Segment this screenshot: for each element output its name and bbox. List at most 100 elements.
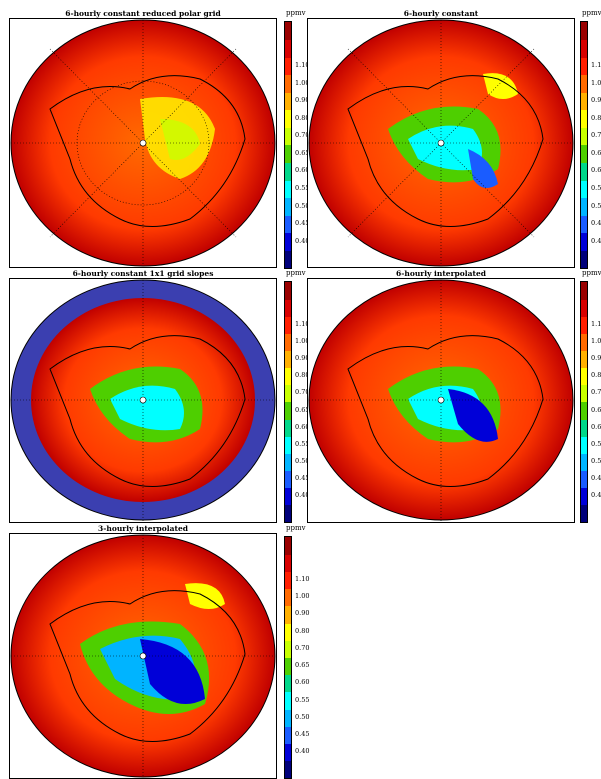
colorbar-segment (581, 453, 587, 472)
colorbar-tick-label: 0.80 (295, 113, 310, 122)
colorbar-segment (285, 571, 291, 590)
colorbar-segment (285, 436, 291, 454)
colorbar-segment (581, 282, 587, 300)
map-frame (307, 278, 575, 523)
colorbar-tick-label: 0.55 (295, 439, 310, 448)
colorbar (284, 536, 292, 779)
colorbar-segment (285, 92, 291, 111)
colorbar-tick-label: 0.6 (591, 405, 601, 414)
colorbar-tick-label: 0.70 (295, 388, 310, 397)
colorbar-segment (285, 22, 291, 41)
blue-region (448, 389, 498, 442)
colorbar-segment (285, 657, 291, 676)
colorbar-segment (285, 453, 291, 472)
panel-title: 6-hourly interpolated (396, 269, 486, 278)
cyan-region (110, 385, 184, 431)
colorbar-tick-label: 1.0 (591, 78, 601, 87)
colorbar-segment (285, 504, 291, 523)
colorbar-segment (285, 250, 291, 269)
colorbar-segment (285, 691, 291, 710)
colorbar-unit: ppmv (286, 269, 306, 277)
chart-panel-1: 6-hourly constant reduced polar grid ppm… (9, 9, 309, 269)
blue-region (468, 149, 498, 188)
map-frame (9, 278, 277, 523)
colorbar-tick-label: 0.50 (295, 712, 310, 721)
colorbar-segment (581, 145, 587, 164)
colorbar-segment (581, 316, 587, 334)
colorbar-tick-label: 0.90 (295, 609, 310, 618)
colorbar-tick-label: 0.90 (295, 96, 310, 105)
polar-map (10, 534, 276, 778)
colorbar-tick-label: 0.4 (591, 491, 601, 500)
colorbar-segment (581, 39, 587, 58)
colorbar-segment (285, 350, 291, 369)
colorbar-segment (581, 109, 587, 128)
colorbar-segment (581, 22, 587, 41)
polar-map (308, 279, 574, 521)
pole-marker (437, 396, 445, 404)
map-frame (9, 533, 277, 779)
colorbar-segment (285, 743, 291, 762)
colorbar-unit: ppmv (286, 9, 306, 17)
colorbar (580, 281, 588, 523)
colorbar-tick-label: 0.8 (591, 113, 601, 122)
coastline (347, 75, 544, 227)
colorbar-segment (285, 760, 291, 779)
colorbar-segment (581, 127, 587, 146)
colorbar-segment (285, 215, 291, 234)
colorbar-segment (285, 39, 291, 58)
colorbar-segment (285, 674, 291, 693)
colorbar-tick-label: 0.90 (295, 354, 310, 363)
colorbar-segment (285, 74, 291, 93)
colorbar-segment (581, 197, 587, 216)
colorbar-unit: ppmv (582, 269, 601, 277)
colorbar-tick-label: 0.60 (295, 422, 310, 431)
chart-panel-3: 6-hourly constant 1x1 grid slopes ppmv 0… (9, 269, 309, 529)
pole-marker (139, 139, 147, 147)
colorbar-segment (581, 162, 587, 181)
colorbar-segment (581, 470, 587, 489)
colorbar-unit: ppmv (582, 9, 601, 17)
colorbar-tick-label: 0.80 (295, 626, 310, 635)
colorbar-tick-label: 0.9 (591, 96, 601, 105)
colorbar-segment (581, 215, 587, 234)
colorbar-segment (285, 470, 291, 489)
colorbar-tick-label: 1.00 (295, 592, 310, 601)
yellow-patch (483, 73, 518, 99)
colorbar-tick-label: 0.70 (295, 643, 310, 652)
map-frame (9, 18, 277, 268)
pole-marker (437, 139, 445, 147)
colorbar-segment (581, 402, 587, 420)
colorbar-segment (581, 350, 587, 369)
colorbar-segment (581, 57, 587, 76)
colorbar-tick-label: 0.7 (591, 388, 601, 397)
colorbar-segment (285, 180, 291, 199)
colorbar-tick-label: 1.10 (295, 575, 310, 584)
colorbar-tick-label: 1.00 (295, 78, 310, 87)
colorbar-segment (581, 92, 587, 111)
colorbar-segment (285, 588, 291, 607)
polar-map (308, 19, 574, 267)
colorbar-segment (285, 127, 291, 146)
colorbar-tick-label: 0.60 (295, 678, 310, 687)
colorbar-segment (285, 299, 291, 317)
colorbar-tick-label: 1.0 (591, 337, 601, 345)
colorbar-tick-label: 0.6 (591, 148, 601, 157)
pole-marker (139, 652, 147, 660)
colorbar-segment (581, 333, 587, 352)
colorbar-segment (285, 537, 291, 555)
colorbar-segment (285, 554, 291, 572)
colorbar (284, 281, 292, 523)
colorbar-segment (581, 436, 587, 454)
colorbar-segment (285, 162, 291, 181)
colorbar-segment (581, 504, 587, 523)
panel-title: 6-hourly constant 1x1 grid slopes (72, 269, 214, 278)
colorbar-segment (581, 384, 587, 403)
low-region (160, 119, 200, 160)
colorbar-segment (581, 180, 587, 199)
colorbar-tick-label: 0.40 (295, 491, 310, 500)
colorbar-tick-label: 0.65 (295, 661, 310, 670)
colorbar-segment (285, 384, 291, 403)
coastline (49, 75, 246, 227)
colorbar-tick-label: 0.5 (591, 201, 601, 210)
